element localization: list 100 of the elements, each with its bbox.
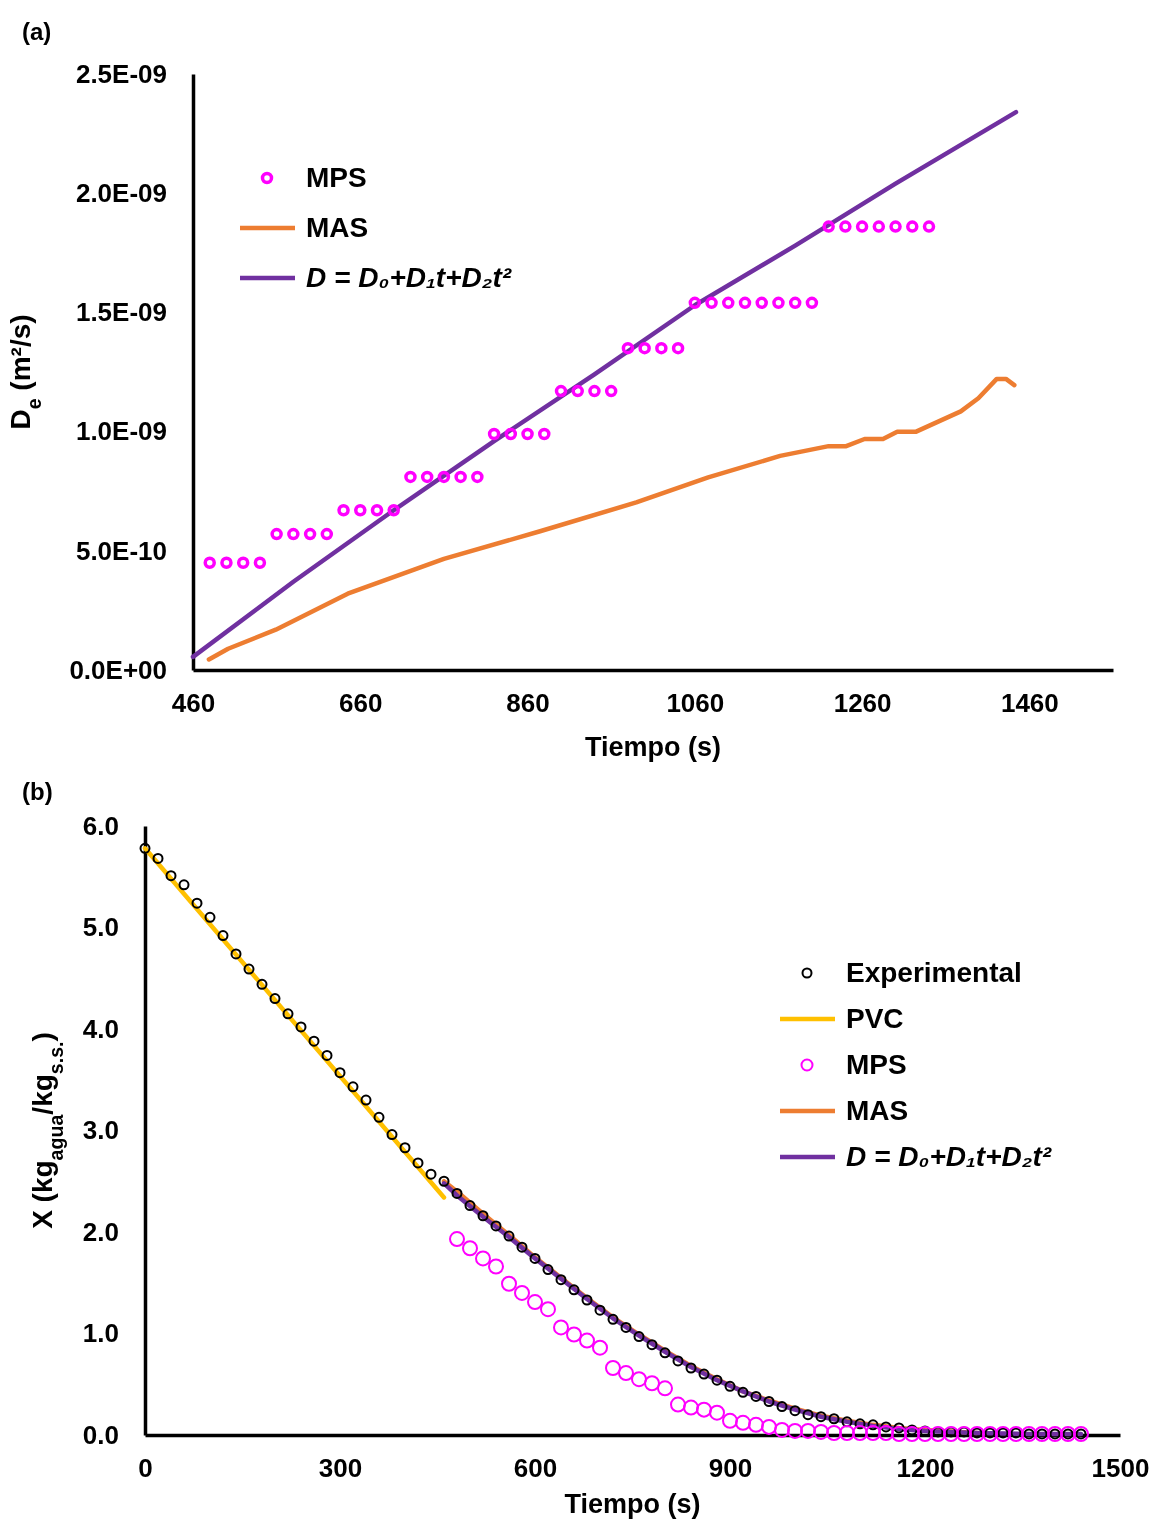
point — [755, 296, 768, 310]
point — [722, 1412, 738, 1429]
point — [826, 1424, 842, 1441]
point — [800, 1422, 816, 1439]
y-tick-label: 0.0E+00 — [69, 654, 167, 685]
x-tick-label: 660 — [339, 688, 383, 719]
point — [738, 296, 752, 310]
point — [420, 470, 434, 484]
point — [618, 1365, 634, 1382]
point — [774, 1421, 790, 1438]
point — [705, 296, 718, 310]
y-tick-label: 4.0 — [82, 1013, 119, 1044]
point — [604, 384, 618, 398]
x-tick-label: 1500 — [1091, 1453, 1150, 1484]
chart-title: (b) — [22, 778, 53, 805]
point — [592, 1339, 608, 1356]
y-tick-label: 5.0E-10 — [75, 535, 167, 566]
legend-label: MAS — [846, 1095, 909, 1126]
point — [922, 220, 936, 233]
y-tick-label: 2.0E-09 — [75, 178, 167, 209]
point — [387, 504, 400, 517]
point — [287, 527, 300, 541]
point — [270, 527, 283, 541]
point — [527, 1294, 543, 1311]
y-tick-label: 3.0 — [82, 1115, 119, 1146]
point — [788, 296, 802, 310]
x-tick-label: 900 — [708, 1453, 753, 1484]
chart-title: (a) — [22, 18, 52, 45]
legend-label: MPS — [846, 1049, 907, 1080]
point — [566, 1326, 582, 1343]
line-series — [206, 376, 1017, 662]
point — [852, 1424, 868, 1441]
point — [872, 220, 886, 233]
point — [670, 1396, 686, 1413]
legend-label: Experimental — [846, 957, 1022, 988]
point — [631, 1371, 647, 1388]
y-tick-label: 2.5E-09 — [75, 58, 167, 89]
point — [487, 427, 501, 441]
point — [404, 470, 417, 484]
y-tick-label: 1.5E-09 — [75, 297, 167, 328]
point — [354, 504, 367, 517]
point — [553, 1319, 569, 1336]
legend-label: D = D₀+D₁t+D₂t² — [846, 1141, 1052, 1172]
point — [514, 1284, 530, 1301]
point — [722, 296, 735, 310]
x-tick-label: 300 — [318, 1453, 363, 1484]
point — [475, 1250, 491, 1267]
y-tick-label: 2.0 — [82, 1216, 119, 1247]
x-tick-label: 460 — [171, 688, 216, 719]
point — [488, 1258, 504, 1275]
x-tick-label: 1460 — [1000, 688, 1059, 719]
point — [644, 1375, 660, 1392]
point — [813, 1423, 829, 1440]
point — [891, 1425, 907, 1442]
point — [454, 470, 467, 484]
x-tick-label: 600 — [513, 1453, 558, 1484]
point — [303, 527, 317, 541]
point — [822, 220, 835, 233]
point — [579, 1332, 595, 1349]
x-tick-label: 0 — [138, 1453, 153, 1484]
line-series — [190, 109, 1019, 660]
point — [621, 341, 635, 355]
point — [253, 556, 267, 569]
point — [337, 504, 350, 517]
point — [554, 384, 568, 398]
point — [501, 1275, 517, 1292]
point — [839, 220, 852, 233]
point — [449, 1231, 465, 1248]
y-tick-label: 1.0E-09 — [75, 416, 167, 447]
point — [521, 427, 534, 441]
point — [588, 384, 601, 398]
point — [839, 1424, 855, 1441]
point — [471, 470, 484, 484]
point — [683, 1399, 699, 1416]
y-tick-label: 6.0 — [82, 810, 119, 841]
legend-label: D = D₀+D₁t+D₂t² — [306, 262, 512, 293]
point — [220, 556, 233, 569]
point — [605, 1360, 621, 1377]
point — [671, 341, 685, 355]
y-tick-label: 1.0 — [82, 1318, 119, 1349]
x-axis-title: Tiempo (s) — [564, 1489, 701, 1519]
x-tick-label: 1060 — [666, 688, 725, 719]
y-tick-label: 5.0 — [82, 912, 119, 943]
point — [203, 556, 216, 569]
x-tick-label: 1260 — [833, 688, 892, 719]
x-tick-label: 1200 — [896, 1453, 955, 1484]
point — [772, 296, 785, 310]
point — [748, 1416, 764, 1433]
point — [878, 1424, 894, 1441]
point — [236, 556, 250, 569]
point — [504, 427, 518, 441]
point — [462, 1240, 478, 1257]
point — [865, 1424, 881, 1441]
x-axis-title: Tiempo (s) — [584, 732, 722, 762]
point — [538, 427, 551, 441]
point — [930, 1425, 946, 1442]
point — [904, 1425, 920, 1442]
x-tick-label: 860 — [506, 688, 550, 719]
point — [540, 1301, 556, 1318]
point — [688, 296, 702, 310]
